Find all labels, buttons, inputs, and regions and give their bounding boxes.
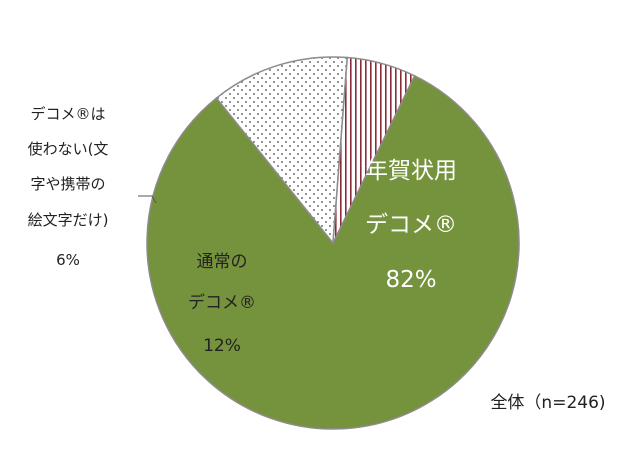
slice-label-nouse-line1: デコメ®は <box>30 105 105 123</box>
total-note: 全体（n=246) <box>490 393 605 413</box>
slice-value-normal: 12% <box>203 336 241 356</box>
slice-label-nouse-line3: 字や携帯の <box>30 175 105 193</box>
slice-value-nouse: 6% <box>56 251 80 269</box>
slice-label-nenga-line2: デコメ® <box>365 212 457 238</box>
slice-label-nenga-line1: 年賀状用 <box>365 158 457 184</box>
slice-no-deco <box>332 56 416 244</box>
slice-nenga-deco <box>146 74 520 430</box>
slice-value-nenga: 82% <box>385 267 436 293</box>
leader-line <box>138 195 157 204</box>
slice-label-nouse-line4: 絵文字だけ) <box>28 211 109 229</box>
slice-label-nouse-line2: 使わない(文 <box>28 140 109 158</box>
slice-label-normal-line1: 通常の <box>197 252 248 272</box>
slice-label-normal-line2: デコメ® <box>188 292 256 313</box>
pie-slices <box>146 56 520 430</box>
slice-normal-deco <box>215 56 349 245</box>
